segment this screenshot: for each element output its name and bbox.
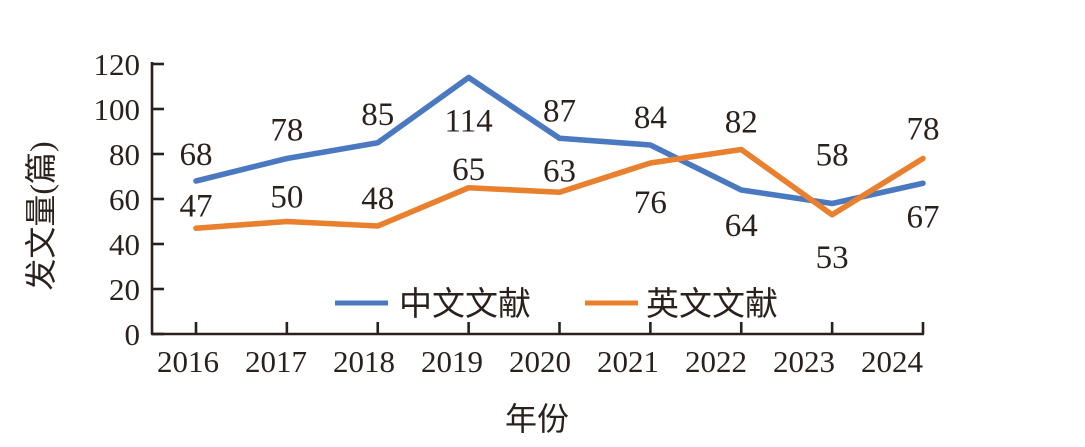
data-label-1-5: 76	[634, 185, 667, 221]
y-tick-label: 0	[125, 317, 141, 352]
data-label-0-3: 114	[444, 104, 492, 140]
data-label-0-0: 68	[180, 137, 213, 173]
y-tick-label: 120	[94, 47, 141, 82]
x-tick-label: 2020	[509, 344, 571, 379]
data-label-0-8: 67	[907, 199, 940, 235]
data-label-0-4: 87	[543, 93, 576, 129]
data-label-1-6: 82	[725, 105, 758, 141]
x-tick-label: 2024	[861, 344, 924, 379]
y-tick-label: 20	[109, 272, 140, 307]
data-label-1-3: 65	[452, 152, 485, 188]
x-axis-title: 年份	[505, 401, 569, 437]
legend-label-0: 中文文献	[399, 286, 531, 323]
data-label-1-0: 47	[180, 188, 213, 224]
data-label-1-2: 48	[361, 181, 394, 217]
series-line-1	[193, 146, 926, 232]
data-label-0-6: 64	[725, 208, 758, 244]
x-tick-label: 2021	[597, 344, 659, 379]
legend-label-1: 英文文献	[646, 286, 778, 323]
x-tick-label: 2016	[157, 344, 219, 379]
y-tick-label: 80	[109, 137, 140, 172]
x-tick-label: 2018	[333, 344, 395, 379]
data-label-1-7: 53	[816, 240, 849, 276]
data-label-1-8: 78	[907, 112, 940, 148]
data-label-0-5: 84	[634, 100, 667, 136]
data-label-0-1: 78	[270, 113, 303, 149]
x-tick-label: 2019	[421, 344, 483, 379]
data-label-0-7: 58	[816, 138, 849, 174]
data-label-1-4: 63	[543, 153, 576, 189]
series-line-0	[193, 74, 926, 207]
x-tick-label: 2023	[773, 344, 835, 379]
y-tick-label: 40	[109, 227, 140, 262]
x-tick-label: 2022	[685, 344, 747, 379]
y-axis-title: 发文量(篇)	[23, 141, 59, 290]
data-label-1-1: 50	[270, 180, 303, 216]
y-tick-label: 100	[94, 92, 141, 127]
y-tick-label: 60	[109, 182, 140, 217]
data-label-0-2: 85	[361, 97, 394, 133]
x-tick-label: 2017	[245, 344, 307, 379]
